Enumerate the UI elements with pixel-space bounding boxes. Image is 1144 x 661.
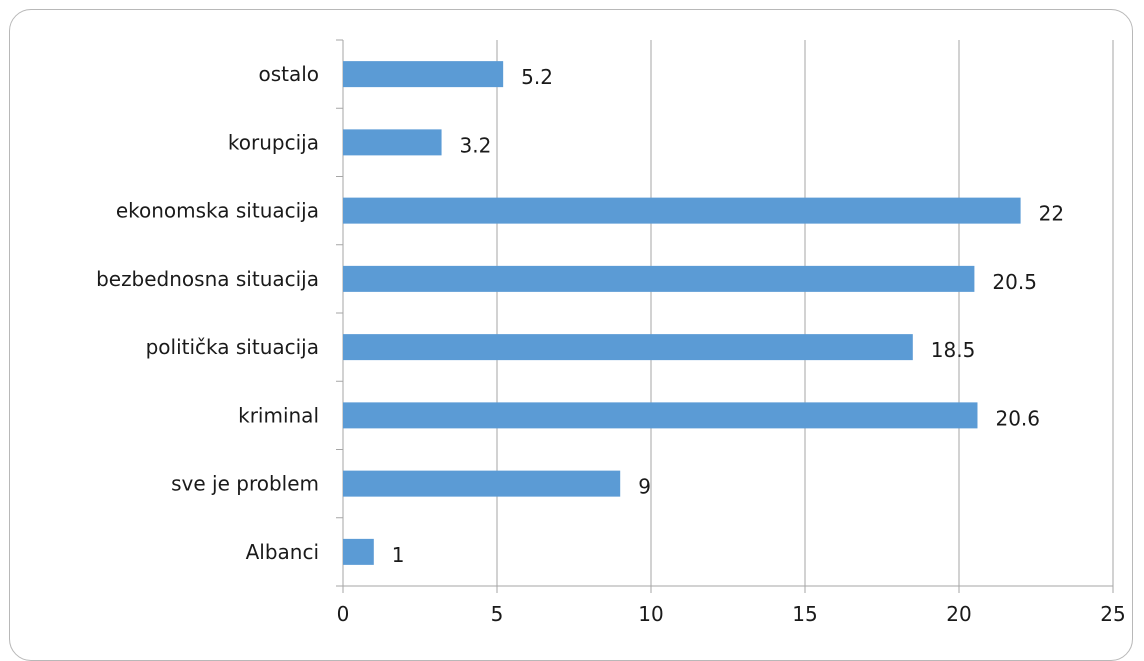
x-tick-label: 10	[638, 602, 663, 626]
category-label: ekonomska situacija	[116, 199, 319, 223]
category-label: Albanci	[246, 540, 319, 564]
x-tick-label: 5	[491, 602, 504, 626]
category-label: ostalo	[258, 62, 319, 86]
bars	[343, 61, 1021, 565]
bar-5	[343, 402, 978, 429]
data-label: 20.6	[995, 406, 1040, 430]
x-tick-label: 0	[337, 602, 350, 626]
axes	[336, 39, 1114, 593]
bar-3	[343, 265, 975, 292]
bar-0	[343, 61, 504, 88]
bar-2	[343, 197, 1021, 224]
data-label: 1	[392, 543, 405, 567]
category-label: politička situacija	[146, 335, 319, 359]
category-label: bezbednosna situacija	[96, 267, 319, 291]
bar-chart: 0 5 10 15 20 25 ostalo 5.2 korupcija 3.2 ekonomska…	[96, 39, 1126, 626]
category-label: korupcija	[228, 130, 319, 154]
x-tick-label: 15	[792, 602, 817, 626]
category-label: sve je problem	[171, 472, 319, 496]
bar-6	[343, 470, 621, 497]
gridlines	[342, 40, 1114, 586]
data-label: 20.5	[992, 270, 1037, 294]
data-label: 9	[638, 475, 651, 499]
bar-7	[343, 538, 374, 565]
bar-4	[343, 334, 913, 361]
data-label: 22	[1039, 202, 1064, 226]
data-label: 3.2	[460, 133, 492, 157]
data-label: 5.2	[521, 65, 553, 89]
labels: 0 5 10 15 20 25 ostalo 5.2 korupcija 3.2 ekonomska…	[96, 62, 1126, 626]
x-tick-label: 25	[1100, 602, 1125, 626]
data-label: 18.5	[931, 338, 976, 362]
x-tick-label: 20	[946, 602, 971, 626]
bar-1	[343, 129, 442, 156]
category-label: kriminal	[238, 403, 319, 427]
